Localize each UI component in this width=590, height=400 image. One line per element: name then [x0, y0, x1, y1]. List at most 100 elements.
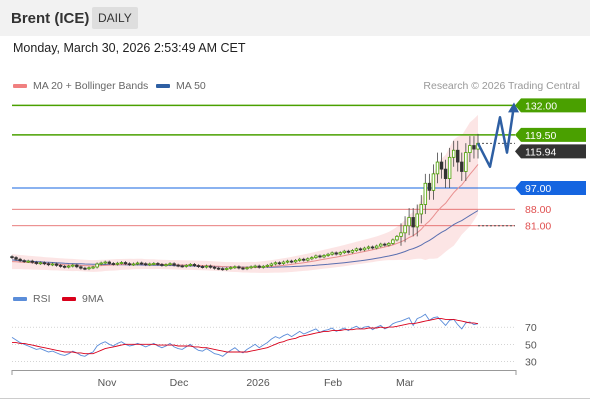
bullish-candle	[362, 247, 367, 251]
x-tick-label: Dec	[170, 377, 189, 389]
bearish-candle	[54, 263, 59, 266]
bearish-candle	[111, 263, 116, 265]
bullish-candle	[50, 263, 55, 266]
x-tick-label: 2026	[246, 377, 270, 389]
bearish-candle	[160, 264, 164, 266]
bullish-candle	[115, 262, 120, 265]
legend-ma20: MA 20 + Bollinger Bands	[13, 80, 148, 92]
bullish-candle	[435, 161, 440, 175]
bullish-candle	[354, 248, 359, 251]
x-tick-label: Feb	[324, 377, 342, 389]
bearish-candle	[30, 260, 34, 263]
bearish-candle	[456, 149, 460, 163]
bearish-candle	[383, 243, 387, 246]
bearish-candle	[289, 260, 294, 263]
bullish-candle	[350, 250, 355, 253]
bearish-candle	[14, 257, 18, 260]
bullish-candle	[306, 258, 310, 261]
bottom-border	[0, 398, 590, 399]
bullish-candle	[338, 252, 342, 255]
bullish-candle	[253, 265, 257, 268]
bearish-candle	[216, 267, 221, 270]
bearish-candle	[75, 264, 79, 268]
bearish-candle	[34, 261, 39, 264]
bearish-candle	[318, 255, 322, 258]
bearish-candle	[460, 161, 464, 172]
bullish-candle	[269, 263, 274, 266]
timeframe-badge[interactable]: DAILY	[92, 7, 138, 29]
instrument-title: Brent (ICE)	[11, 10, 90, 27]
level-label-0: 132.00	[525, 100, 557, 112]
bullish-candle	[99, 262, 103, 265]
legend-rsi: RSI	[13, 293, 51, 305]
candles	[10, 133, 480, 271]
bearish-candle	[10, 256, 14, 259]
bearish-candle	[176, 264, 180, 267]
bullish-candle	[314, 255, 318, 258]
bullish-candle	[391, 239, 395, 244]
bullish-candle	[233, 266, 237, 269]
bearish-candle	[156, 263, 160, 265]
bullish-candle	[103, 261, 107, 264]
rsi-tick-70: 70	[525, 322, 537, 334]
bullish-candle	[374, 245, 379, 249]
level-label-box-0	[515, 98, 586, 113]
bearish-candle	[277, 262, 282, 265]
bearish-candle	[427, 182, 432, 191]
rsi-tick-50: 50	[525, 339, 537, 351]
bearish-candle	[439, 161, 444, 170]
bearish-candle	[302, 258, 306, 261]
legend-ma20-label: MA 20 + Bollinger Bands	[33, 80, 149, 92]
legend-ma20-swatch	[13, 84, 27, 88]
bullish-candle	[95, 263, 99, 268]
bearish-candle	[237, 266, 241, 269]
chart-header: Brent (ICE) DAILY	[0, 0, 590, 36]
chart-datetime: Monday, March 30, 2026 2:53:49 AM CET	[13, 41, 246, 55]
bullish-candle	[326, 253, 330, 256]
bearish-candle	[123, 262, 128, 265]
forecast-arrowhead	[508, 102, 519, 113]
bullish-candle	[330, 252, 334, 255]
bullish-candle	[407, 217, 411, 227]
legend-9ma-swatch	[62, 297, 76, 301]
bullish-candle	[26, 260, 30, 263]
bearish-candle	[443, 168, 448, 179]
rsi-line	[11, 313, 479, 357]
bearish-candle	[241, 267, 245, 270]
bullish-candle	[148, 263, 152, 266]
bullish-candle	[229, 267, 233, 269]
bearish-candle	[42, 262, 47, 265]
bearish-candle	[221, 268, 225, 271]
bullish-candle	[281, 261, 286, 264]
bullish-candle	[225, 268, 229, 270]
legend-ma50-swatch	[156, 84, 170, 88]
bearish-candle	[79, 266, 83, 269]
research-credit: Research © 2026 Trading Central	[423, 80, 580, 92]
bearish-candle	[200, 266, 205, 268]
bullish-candle	[184, 264, 188, 267]
bollinger-band	[12, 114, 478, 273]
bearish-candle	[83, 267, 87, 270]
bullish-candle	[38, 262, 43, 265]
bullish-candle	[379, 243, 383, 247]
bearish-candle	[334, 252, 338, 255]
x-tick-label: Nov	[98, 377, 117, 389]
bullish-candle	[399, 232, 403, 237]
bullish-candle	[204, 265, 209, 268]
legend-ma50-label: MA 50	[176, 80, 206, 92]
legend-rsi-label: RSI	[33, 293, 51, 305]
bearish-candle	[257, 265, 261, 268]
bearish-candle	[144, 263, 148, 266]
bullish-candle	[293, 260, 298, 263]
bullish-candle	[395, 235, 399, 241]
bearish-candle	[139, 262, 144, 265]
bearish-candle	[127, 263, 132, 266]
bullish-candle	[464, 152, 468, 172]
level-label-2: 115.94	[525, 146, 556, 158]
bullish-candle	[387, 243, 391, 246]
bullish-candle	[152, 263, 156, 265]
bullish-candle	[451, 149, 456, 158]
bullish-candle	[310, 257, 314, 260]
bullish-candle	[468, 145, 472, 154]
